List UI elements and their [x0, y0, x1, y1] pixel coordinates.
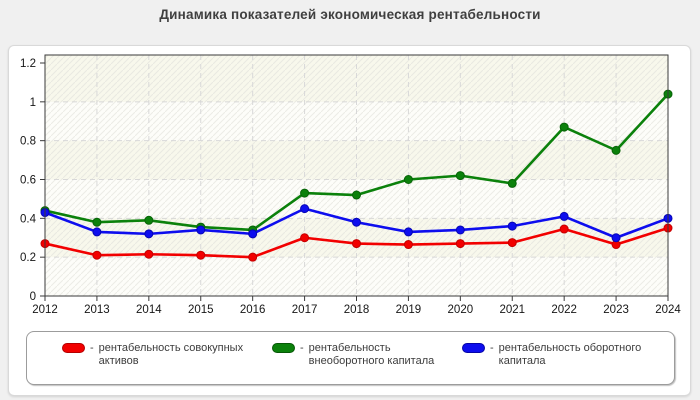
data-point [144, 249, 154, 259]
data-point [92, 227, 102, 237]
data-point [507, 221, 517, 231]
x-tick-label: 2023 [603, 304, 629, 316]
x-tick-label: 2019 [396, 304, 422, 316]
blue-series-swatch [462, 343, 485, 353]
data-point [559, 211, 569, 221]
y-tick-label: 1 [30, 97, 36, 109]
data-point [611, 233, 621, 243]
green-series-swatch [272, 343, 295, 353]
data-point [92, 217, 102, 227]
data-point [196, 225, 206, 235]
x-tick-label: 2022 [551, 304, 577, 316]
data-point [352, 217, 361, 227]
y-tick-label: 0.4 [20, 213, 37, 225]
legend: - рентабельность совокупных активов - ре… [26, 331, 675, 385]
y-tick-label: 1.2 [20, 58, 36, 70]
data-point [300, 204, 310, 214]
y-tick-label: 0.6 [20, 175, 36, 187]
x-tick-label: 2014 [136, 304, 162, 316]
x-tick-label: 2021 [499, 304, 525, 316]
legend-label: рентабельность внеоборотного капитала [308, 342, 435, 367]
x-tick-label: 2018 [344, 304, 370, 316]
data-point [559, 224, 569, 234]
data-point [196, 250, 206, 260]
data-point [507, 178, 517, 188]
y-tick-label: 0 [30, 291, 36, 303]
x-tick-label: 2020 [448, 304, 474, 316]
data-point [507, 238, 517, 248]
legend-item-total-assets: - рентабельность совокупных активов [62, 342, 251, 368]
x-tick-label: 2013 [84, 304, 110, 316]
page-title: Динамика показателей экономическая рента… [159, 7, 541, 22]
legend-item-working-capital: - рентабельность оборотного капитала [462, 342, 661, 368]
legend-label: рентабельность совокупных активов [98, 342, 244, 367]
data-point [455, 239, 465, 249]
data-point [352, 190, 361, 200]
y-tick-label: 0.8 [20, 136, 36, 148]
legend-dash: - [300, 342, 304, 354]
data-point [300, 233, 310, 243]
line-chart: 0 0.2 0.4 0.6 0.8 1 1.2 2012 2013 2014 2015 2016 201… [20, 54, 681, 316]
x-tick-label: 2017 [292, 304, 318, 316]
data-point [455, 171, 465, 181]
legend-item-noncurrent-capital: - рентабельность внеоборотного капитала [272, 342, 447, 368]
data-point [352, 239, 361, 249]
x-tick-label: 2012 [32, 304, 58, 316]
legend-label: рентабельность оборотного капитала [498, 342, 642, 367]
x-tick-label: 2024 [655, 304, 681, 316]
data-point [300, 188, 310, 198]
chart-card: 0 0.2 0.4 0.6 0.8 1 1.2 2012 2013 2014 2015 2016 201… [8, 45, 691, 396]
data-point [248, 252, 258, 262]
data-point [248, 229, 258, 239]
data-point [92, 250, 102, 260]
data-point [455, 225, 465, 235]
x-tick-label: 2016 [240, 304, 266, 316]
data-point [559, 122, 569, 132]
legend-dash: - [90, 342, 94, 354]
data-point [611, 145, 621, 155]
y-tick-label: 0.2 [20, 252, 36, 264]
red-series-swatch [62, 343, 85, 353]
legend-dash: - [490, 342, 494, 354]
data-point [144, 229, 154, 239]
data-point [403, 175, 413, 184]
data-point [403, 240, 413, 250]
data-point [144, 215, 154, 225]
x-tick-label: 2015 [188, 304, 214, 316]
data-point [403, 227, 413, 237]
